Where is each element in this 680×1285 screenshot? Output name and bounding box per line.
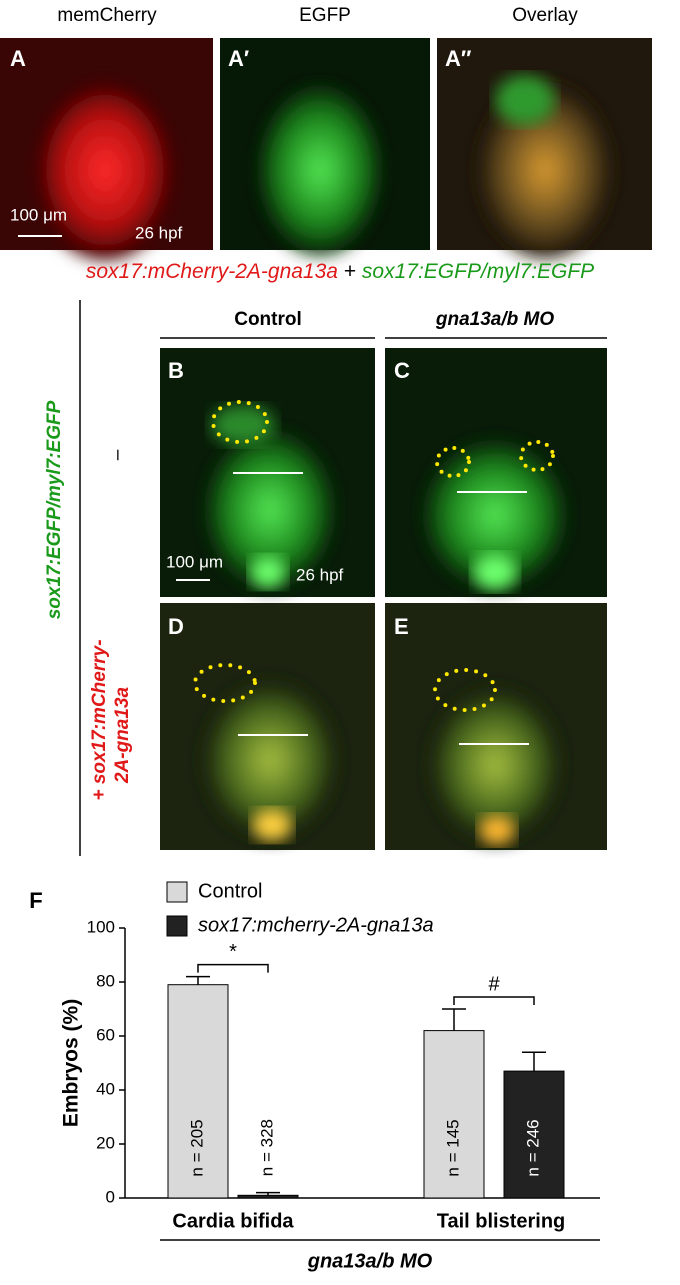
construct-caption: sox17:mCherry-2A-gna13a + sox17:EGFP/myl… (86, 260, 594, 283)
row-label: + sox17:mCherry- (89, 639, 110, 800)
column-title: EGFP (299, 5, 351, 26)
panel-letter: A (10, 46, 26, 71)
stage-label: 26 hpf (135, 223, 183, 242)
y-axis-label: Embryos (%) (60, 999, 83, 1127)
significance-bracket (453, 996, 535, 1005)
micrograph (160, 603, 375, 850)
y-tick-label: 0 (106, 1187, 115, 1206)
significance-bracket (197, 963, 269, 973)
row-label: – (107, 449, 128, 460)
micrograph (0, 38, 213, 260)
legend-label: sox17:mcherry-2A-gna13a (198, 914, 434, 936)
significance-label: # (488, 973, 500, 995)
micrograph (437, 38, 652, 258)
row-label: sox17:EGFP/myl7:EGFP (44, 400, 65, 619)
panel-letter: A″ (445, 46, 472, 71)
legend-swatch (166, 881, 188, 903)
y-tick-label: 100 (87, 917, 115, 936)
scale-bar-label: 100 μm (10, 205, 67, 224)
group-label: gna13a/b MO (307, 1250, 433, 1272)
panel-letter: F (29, 888, 42, 913)
micrograph (385, 348, 607, 597)
column-header: gna13a/b MO (435, 309, 554, 330)
micrograph (220, 38, 430, 255)
row-label: 2A-gna13a (112, 687, 133, 785)
n-label: n = 246 (523, 1119, 542, 1176)
n-label: n = 205 (187, 1119, 206, 1176)
x-tick-label: Cardia bifida (172, 1210, 294, 1232)
column-title: memCherry (57, 5, 157, 26)
column-header: Control (234, 309, 302, 330)
panel-letter: D (168, 614, 184, 639)
panel-letter: B (168, 358, 184, 383)
panel-letter: C (394, 358, 410, 383)
y-tick-label: 60 (96, 1025, 115, 1044)
y-tick-label: 80 (96, 971, 115, 990)
panel-letter: A′ (228, 46, 249, 71)
bar (237, 1194, 299, 1199)
n-label: n = 328 (257, 1119, 276, 1176)
micrograph (385, 603, 607, 850)
significance-label: * (229, 941, 237, 963)
x-tick-label: Tail blistering (437, 1210, 566, 1232)
scale-bar-label: 100 μm (166, 552, 223, 571)
n-label: n = 145 (443, 1119, 462, 1176)
y-tick-label: 20 (96, 1133, 115, 1152)
legend-swatch (166, 915, 188, 937)
panel-letter: E (394, 614, 409, 639)
micrograph (160, 348, 375, 597)
legend-label: Control (198, 880, 262, 902)
bar-chart: 0 20 40 60 80 100 Control sox17:mcherry-2A-gna1… (87, 880, 600, 1272)
bar (167, 984, 229, 1199)
column-title: Overlay (512, 5, 578, 26)
stage-label: 26 hpf (296, 565, 344, 584)
y-tick-label: 40 (96, 1079, 115, 1098)
